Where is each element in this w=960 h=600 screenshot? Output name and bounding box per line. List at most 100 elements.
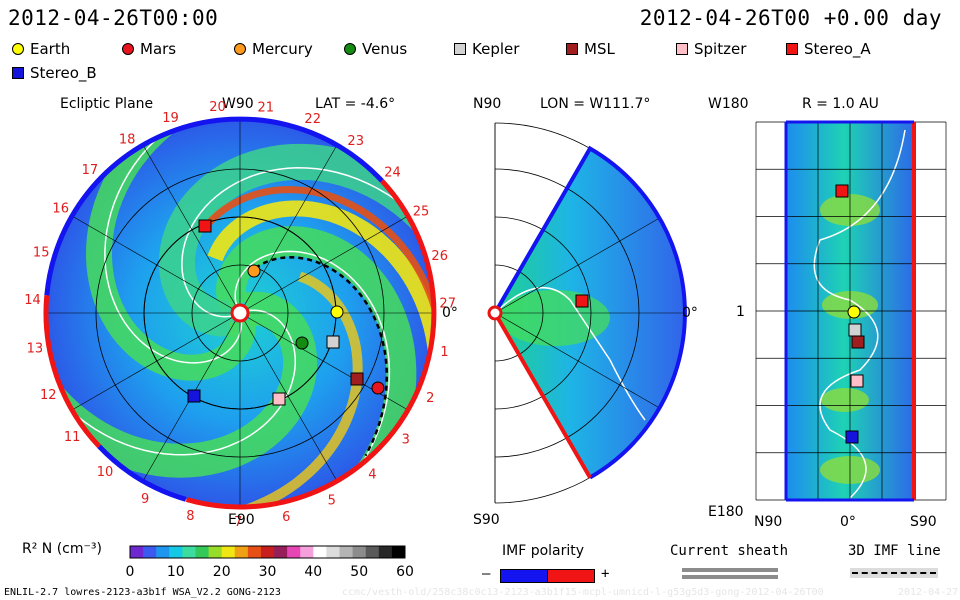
sector-label: 1 [440, 345, 448, 360]
sector-label: 26 [431, 249, 448, 264]
rpanel-title: R = 1.0 AU [802, 96, 879, 112]
meridional-right-label: 0° [682, 305, 698, 321]
ecliptic-3d-imf-line [247, 256, 389, 457]
ecliptic-rim-arc [43, 295, 102, 449]
sheath-line-1 [682, 568, 778, 572]
rpanel-bodies [835, 184, 865, 444]
mars-marker-icon [122, 43, 134, 55]
footer-run-info: ENLIL-2.7 lowres-2123-a3b1f WSA_V2.2 GON… [4, 587, 281, 598]
meridional-rim-positive [493, 145, 687, 480]
sector-label: 19 [162, 111, 179, 126]
legend-item-earth: Earth [12, 40, 70, 58]
sector-label: 24 [384, 166, 401, 181]
sector-label: 18 [119, 132, 136, 147]
sector-label: 2 [426, 391, 434, 406]
legend-label: Venus [362, 40, 408, 58]
ecliptic-right-label: 0° [442, 305, 458, 321]
legend-label: Stereo_A [804, 40, 871, 58]
sheath-label: Current sheath [670, 543, 789, 559]
imfline-label: 3D IMF line [848, 543, 941, 559]
colorbar-tick: 0 [126, 564, 135, 580]
ecliptic-lat-label: LAT = -4.6° [315, 96, 396, 112]
stereo-a-marker [198, 219, 212, 233]
legend-label: Spitzer [694, 40, 747, 58]
sector-label: 23 [347, 134, 364, 149]
ecliptic-rim-arc [185, 179, 437, 510]
mercury-marker [247, 264, 261, 278]
ecliptic-ridge [207, 200, 434, 494]
colorbar-swatch [182, 546, 196, 558]
colorbar-swatch [195, 546, 210, 558]
legend-item-stereo-a: Stereo_A [786, 40, 871, 58]
ecliptic-ridge-core [199, 186, 434, 492]
sun-icon [230, 303, 250, 323]
colorbar-swatch [260, 546, 275, 558]
footer-date: 2012-04-27 [898, 587, 959, 598]
imf-positive-swatch [547, 569, 595, 583]
legend-item-kepler: Kepler [454, 40, 519, 58]
mars-marker [371, 381, 385, 395]
colorbar-swatch [169, 546, 183, 558]
sector-label: 7 [234, 515, 242, 530]
colorbar-tick: 30 [259, 564, 277, 580]
rpanel-plot: 1 E180 N90 0° S90 [708, 120, 947, 530]
colorbar-swatch [287, 546, 301, 558]
rpanel-imf-line [813, 129, 906, 499]
colorbar-swatch [352, 546, 367, 558]
sheath-line-2 [682, 575, 778, 579]
ecliptic-grid-spoke [71, 312, 241, 411]
sector-label: 13 [27, 341, 44, 356]
meridional-bottom-label: S90 [473, 512, 500, 528]
legend-item-venus: Venus [344, 40, 407, 58]
earth-marker [330, 305, 344, 319]
ecliptic-grid [46, 119, 434, 507]
legend-item-stereo-b: Stereo_B [12, 64, 97, 82]
colorbar-swatch [130, 546, 144, 558]
colorbar-swatches [129, 545, 406, 559]
legend-label: Kepler [472, 40, 520, 58]
sector-label: 4 [368, 467, 376, 482]
ecliptic-grid-spoke [71, 215, 241, 314]
sector-label: 9 [141, 492, 149, 507]
colorbar-swatch [156, 546, 170, 558]
colorbar-swatch [365, 546, 380, 558]
rpanel-x-left: N90 [754, 514, 782, 530]
stereo-b-marker [187, 389, 201, 403]
meridional-grid-spoke [494, 217, 660, 314]
legend-item-msl: MSL [566, 40, 615, 58]
legend-label: Mercury [252, 40, 313, 58]
ecliptic-top-label: W90 [222, 96, 254, 112]
meridional-top-label: N90 [473, 96, 502, 112]
colorbar-swatch [339, 546, 354, 558]
meridional-plot: 0° S90 [473, 122, 698, 528]
meridional-imf-line [494, 286, 646, 421]
sun-icon [487, 305, 503, 321]
sector-label: 15 [33, 246, 50, 261]
colorbar-label: R² N (cm⁻³) [22, 541, 102, 557]
colorbar-frame [129, 545, 406, 559]
legend: Earth Mars Mercury Venus Kepler MSL Spitzer Ste… [12, 40, 952, 60]
legend-item-spitzer: Spitzer [676, 40, 746, 58]
colorbar-tick: 40 [304, 564, 322, 580]
ecliptic-bodies [187, 219, 385, 406]
meridional-grid-spoke [494, 312, 660, 409]
rpanel-x-right: S90 [910, 514, 937, 530]
colorbar-swatch [326, 546, 341, 558]
legend-label: Earth [30, 40, 71, 58]
spitzer-marker [272, 392, 286, 406]
imfline-dash [852, 572, 936, 574]
colorbar-tick: 20 [213, 564, 231, 580]
colorbar-swatch [300, 546, 314, 558]
sector-label: 27 [439, 297, 456, 312]
colorbar-swatch [378, 546, 393, 558]
sector-label: 12 [40, 388, 57, 403]
ecliptic-grid-spoke [239, 144, 338, 314]
sector-label: 5 [328, 494, 336, 509]
colorbar-swatch [221, 546, 236, 558]
colorbar-swatch [313, 546, 327, 558]
kepler-marker [848, 323, 862, 337]
ecliptic-polarity-rim [43, 116, 437, 510]
imf-negative-swatch [500, 569, 548, 583]
meridional-bodies [575, 294, 589, 308]
